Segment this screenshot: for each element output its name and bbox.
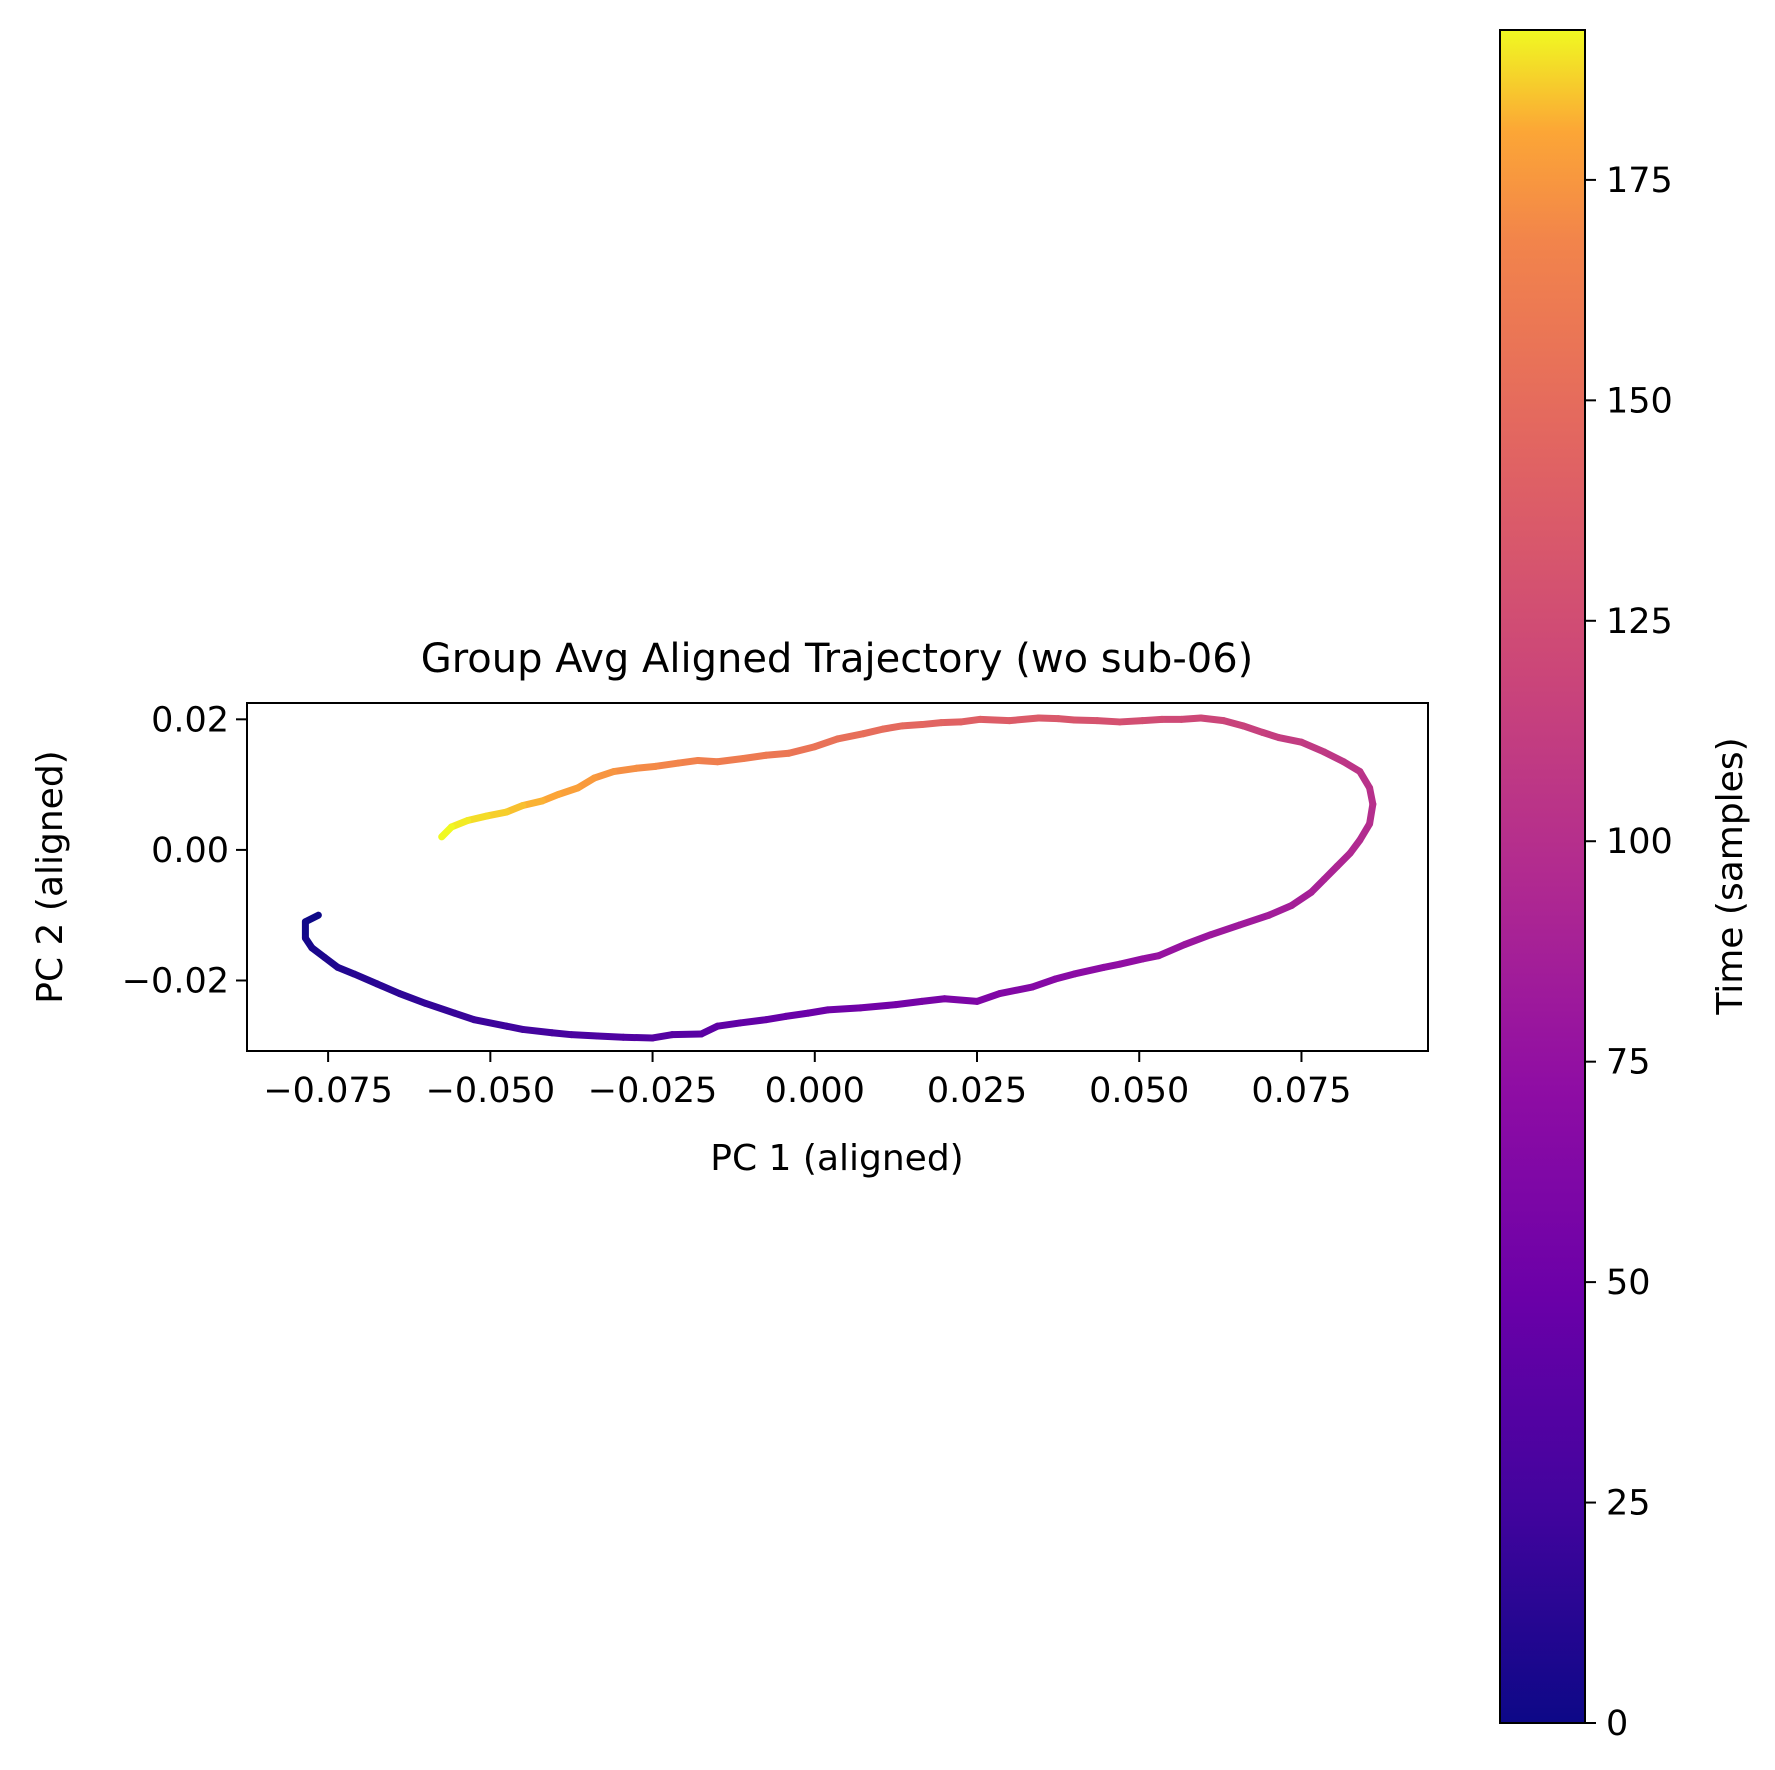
trajectory-segment <box>438 823 455 841</box>
trajectory-segment <box>1005 714 1043 725</box>
trajectory-segment <box>1116 955 1146 968</box>
trajectory-segment <box>1320 748 1348 766</box>
colorbar-tick-label: 25 <box>1606 1484 1651 1524</box>
y-axis-label: PC 2 (aligned) <box>30 750 71 1003</box>
x-tick-label: −0.025 <box>588 1071 718 1111</box>
x-axis-ticks: −0.075 −0.050 −0.025 0.000 0.025 0.050 0.075 <box>263 1051 1352 1111</box>
colorbar-tick-label: 50 <box>1606 1263 1651 1303</box>
trajectory-segment <box>1297 738 1328 756</box>
trajectory-segment <box>941 995 981 1005</box>
trajectory-segment <box>470 1016 511 1030</box>
colorbar-frame <box>1499 29 1586 1724</box>
trajectory-segment <box>395 990 429 1007</box>
trajectory-segment <box>652 759 683 770</box>
trajectory-segment <box>736 1016 770 1027</box>
trajectory-segment <box>668 1030 705 1039</box>
trajectory-segment <box>1093 717 1124 726</box>
x-tick-label: 0.000 <box>765 1071 865 1111</box>
chart-title: Group Avg Aligned Trajectory (wo sub-06) <box>421 636 1254 682</box>
trajectory-segment <box>811 735 841 751</box>
trajectory-segment <box>782 1009 812 1020</box>
trajectory-segment <box>973 990 1004 1005</box>
trajectory-segment <box>713 754 747 766</box>
trajectory-segment <box>976 715 1013 725</box>
trajectory-segment <box>1275 734 1305 746</box>
trajectory-segment <box>1236 911 1273 929</box>
colorbar-tick-label: 100 <box>1606 822 1673 862</box>
trajectory-segment <box>1070 716 1101 725</box>
trajectory-segment <box>713 1019 744 1030</box>
x-tick-label: −0.050 <box>426 1071 556 1111</box>
trajectory-segment <box>373 980 403 998</box>
trajectory-segment <box>1197 714 1228 725</box>
trajectory-segment <box>1155 941 1189 960</box>
trajectory-segment <box>1265 901 1296 919</box>
y-tick-label: 0.00 <box>151 831 229 871</box>
trajectory-segment <box>421 999 459 1017</box>
x-tick-label: 0.025 <box>927 1071 1027 1111</box>
trajectory-line <box>301 714 1377 1042</box>
trajectory-segment <box>619 1033 657 1042</box>
trajectory-segment <box>834 730 867 743</box>
x-axis-label: PC 1 (aligned) <box>710 1138 963 1179</box>
y-tick-label: −0.02 <box>122 961 229 1001</box>
colorbar: 0 25 50 75 100 125 150 175 Time (samples) <box>1499 29 1751 1744</box>
colorbar-tick-label: 150 <box>1606 381 1673 421</box>
colorbar-tick-label: 175 <box>1606 161 1673 201</box>
trajectory-segment <box>610 764 640 776</box>
trajectory-segment <box>1207 921 1244 939</box>
x-tick-label: 0.075 <box>1251 1071 1351 1111</box>
y-axis-ticks: 0.02 0.00 −0.02 <box>122 700 247 1001</box>
y-tick-label: 0.02 <box>151 700 229 740</box>
trajectory-segment <box>1028 975 1059 991</box>
colorbar-tick-label: 0 <box>1606 1704 1628 1744</box>
trajectory-segment <box>918 995 949 1005</box>
trajectory-segment <box>892 997 926 1009</box>
trajectory-segment <box>593 1032 627 1041</box>
trajectory-segment <box>1288 888 1315 909</box>
colorbar-ticks: 0 25 50 75 100 125 150 175 <box>1585 161 1673 1744</box>
x-tick-label: 0.050 <box>1089 1071 1189 1111</box>
trajectory-segment <box>996 983 1036 998</box>
axes-frame <box>246 702 1429 1052</box>
trajectory-segment <box>785 743 819 757</box>
colorbar-label: Time (samples) <box>1710 737 1751 1015</box>
plot-area <box>246 702 1429 1052</box>
trajectory-segment <box>1116 717 1146 726</box>
trajectory-segment <box>762 749 793 759</box>
trajectory-segment <box>739 751 770 762</box>
trajectory-segment <box>567 1031 601 1040</box>
trajectory-segment <box>1070 963 1108 978</box>
trajectory-segment <box>1181 931 1215 949</box>
trajectory-segment <box>519 1025 556 1037</box>
trajectory-segment <box>824 1004 864 1014</box>
colorbar-tick-label: 125 <box>1606 602 1673 642</box>
colorbar-gradient <box>1500 30 1585 1723</box>
trajectory-segment <box>856 1001 900 1012</box>
x-tick-label: −0.075 <box>263 1071 393 1111</box>
colorbar-tick-label: 75 <box>1606 1043 1651 1083</box>
trajectory-segment <box>350 970 381 988</box>
